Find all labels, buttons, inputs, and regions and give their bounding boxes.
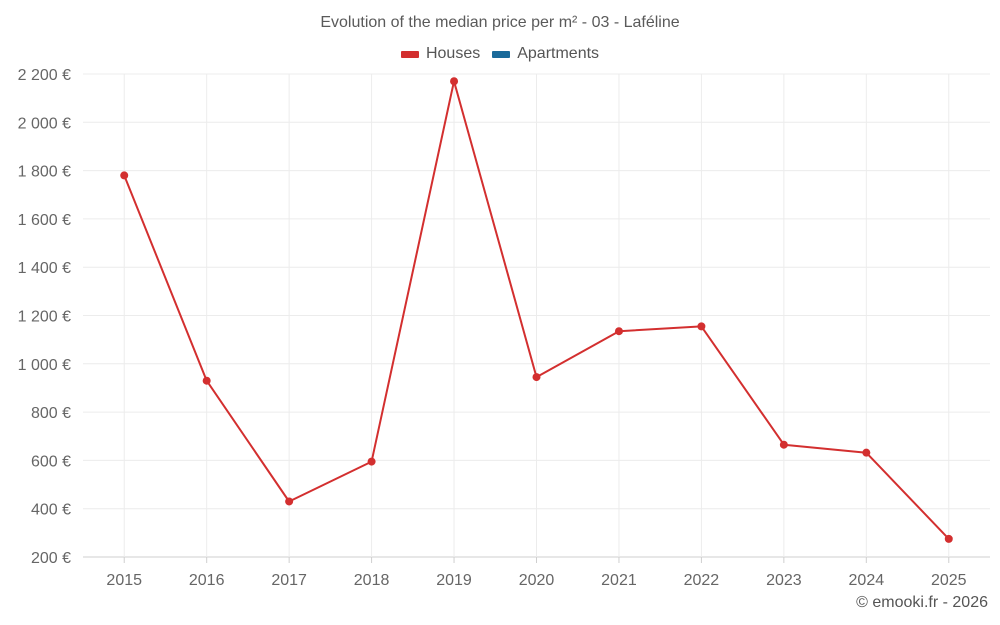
data-point-houses xyxy=(285,497,294,506)
legend-swatch-apartments xyxy=(492,50,511,58)
data-point-houses xyxy=(120,171,129,180)
data-point-houses xyxy=(862,448,871,457)
y-tick-label: 400 € xyxy=(31,502,71,519)
y-tick-label: 800 € xyxy=(31,405,71,422)
y-tick-label: 1 400 € xyxy=(18,260,71,277)
legend: Houses Apartments xyxy=(0,45,1000,63)
data-point-houses xyxy=(697,322,706,331)
y-tick-label: 1 600 € xyxy=(18,212,71,229)
x-tick-label: 2025 xyxy=(931,572,967,589)
x-tick-label: 2022 xyxy=(684,572,720,589)
x-tick-label: 2018 xyxy=(354,572,390,589)
data-point-houses xyxy=(614,327,623,336)
x-tick-label: 2020 xyxy=(519,572,555,589)
data-point-houses xyxy=(779,440,788,449)
legend-label-houses: Houses xyxy=(425,45,481,62)
legend-label-apartments: Apartments xyxy=(517,45,600,62)
x-tick-label: 2024 xyxy=(849,572,885,589)
data-point-houses xyxy=(944,534,953,543)
data-point-houses xyxy=(532,373,541,382)
y-tick-label: 2 000 € xyxy=(18,115,71,132)
x-tick-label: 2016 xyxy=(189,572,225,589)
legend-item-houses[interactable]: Houses xyxy=(400,45,481,63)
data-point-houses xyxy=(367,457,376,466)
y-tick-label: 1 200 € xyxy=(18,309,71,326)
legend-swatch-houses xyxy=(400,50,419,58)
y-tick-label: 1 000 € xyxy=(18,357,71,374)
x-tick-label: 2023 xyxy=(766,572,802,589)
legend-item-apartments[interactable]: Apartments xyxy=(492,45,599,63)
x-tick-label: 2019 xyxy=(436,572,472,589)
credit-text: © emooki.fr - 2026 xyxy=(856,594,988,611)
data-point-houses xyxy=(450,77,459,86)
x-tick-label: 2015 xyxy=(106,572,142,589)
y-tick-label: 200 € xyxy=(31,550,71,567)
x-tick-label: 2021 xyxy=(601,572,637,589)
x-tick-label: 2017 xyxy=(271,572,307,589)
y-tick-label: 600 € xyxy=(31,453,71,470)
chart-title: Evolution of the median price per m² - 0… xyxy=(320,14,680,31)
data-point-houses xyxy=(202,376,211,385)
y-tick-label: 2 200 € xyxy=(18,67,71,84)
y-tick-label: 1 800 € xyxy=(18,164,71,181)
